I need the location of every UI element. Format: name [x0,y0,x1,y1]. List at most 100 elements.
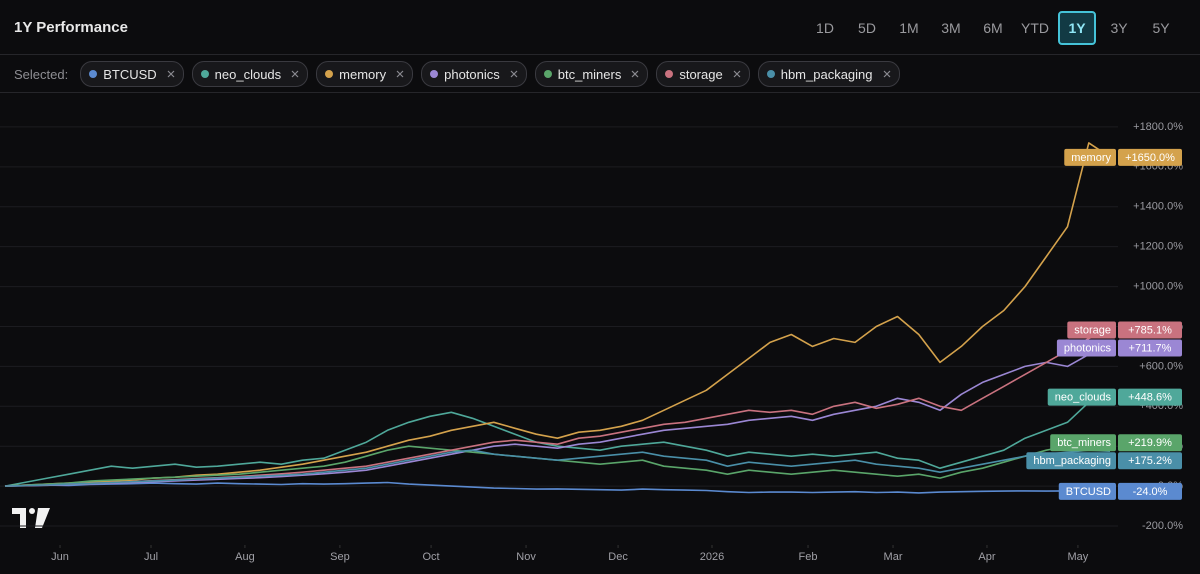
series-chip[interactable]: storage [656,61,750,87]
remove-icon[interactable] [167,70,175,78]
remove-icon[interactable] [631,70,639,78]
y-tick-label: +1000.0% [1133,280,1183,292]
range-button[interactable]: 3Y [1110,20,1128,36]
series-line [4,395,1111,487]
chip-dot [325,70,334,78]
x-tick-label: 2026 [700,551,724,563]
divider [0,54,1200,55]
chip-dot [665,70,674,78]
chip-name: storage [679,66,723,82]
value-box [1118,482,1182,500]
chip-dot [89,70,98,78]
end-label: +448.6% neo_clouds [1047,388,1182,406]
end-label: +175.2% hbm_packaging [1026,452,1182,470]
value-box [1118,388,1182,406]
value-box [1118,148,1182,166]
range-button[interactable]: 5Y [1152,20,1170,36]
value-label: +448.6% [1128,392,1172,404]
chip-name: memory [339,66,387,82]
end-label: +1650.0% memory [1064,148,1182,166]
divider [0,92,1200,93]
name-label: BTCUSD [1066,486,1111,498]
remove-icon[interactable] [291,70,299,78]
series-line [4,328,1111,487]
remove-icon[interactable] [883,70,891,78]
value-label: +785.1% [1128,324,1172,336]
chip-name: hbm_packaging [780,66,873,82]
range-button[interactable]: 6M [983,20,1003,36]
series-chip[interactable]: BTCUSD [80,61,184,87]
range-button[interactable]: 1M [899,20,919,36]
remove-icon[interactable] [510,70,518,78]
series-line [4,343,1111,487]
chip-name: BTCUSD [103,66,157,82]
series-chip[interactable]: neo_clouds [191,61,309,87]
y-tick-label: +1400.0% [1133,201,1183,213]
series-chip[interactable]: btc_miners [534,61,649,87]
y-tick-label: +600.0% [1139,360,1183,372]
remove-icon[interactable] [733,70,741,78]
name-box [1047,388,1116,406]
name-box [1067,321,1116,339]
range-button[interactable]: 1Y [1058,11,1096,45]
range-button[interactable]: 1D [816,20,834,36]
series-line [4,449,1111,487]
series-chip[interactable]: hbm_packaging [757,61,900,87]
value-label: +175.2% [1128,455,1172,467]
name-box [1050,434,1116,452]
x-tick-label: Mar [884,551,903,563]
name-label: neo_clouds [1055,392,1112,404]
end-label: +219.9% btc_miners [1050,434,1182,452]
selected-row: Selected: BTCUSD neo_clouds memory photonic… [14,61,900,87]
chip-name: btc_miners [557,66,622,82]
grid [0,126,1118,527]
chip-name: neo_clouds [214,66,282,82]
value-label: -24.0% [1133,486,1168,498]
chip-dot [543,70,552,78]
range-button[interactable]: 5D [858,20,876,36]
name-box [1056,339,1116,357]
x-tick-label: Jun [51,551,69,563]
series-chip[interactable]: photonics [421,61,527,87]
end-label: +785.1% storage [1067,321,1182,339]
name-label: storage [1074,324,1111,336]
chip-dot [430,70,439,78]
name-box [1058,482,1116,500]
series-line [4,481,1110,494]
x-tick-label: Sep [330,551,350,563]
chip-dot [200,70,209,78]
x-tick-label: Jul [144,551,158,563]
panel-title: 1Y Performance [14,19,128,36]
value-label: +1650.0% [1125,152,1175,164]
name-label: hbm_packaging [1033,455,1111,467]
range-button[interactable]: YTD [1021,20,1049,36]
series-line [4,142,1111,487]
name-box [1026,452,1116,470]
range-button[interactable]: 3M [941,20,961,36]
value-box [1118,339,1182,357]
selected-label: Selected: [14,66,69,82]
series-chip[interactable]: memory [316,61,414,87]
x-tick-label: May [1068,551,1089,563]
name-label: memory [1071,152,1111,164]
remove-icon[interactable] [396,70,404,78]
end-label: -24.0% BTCUSD [1058,482,1182,500]
name-label: photonics [1064,342,1112,354]
value-label: +711.7% [1129,342,1172,354]
x-tick-label: Aug [235,551,255,563]
value-box [1118,434,1182,452]
value-box [1118,321,1182,339]
name-box [1064,148,1116,166]
end-label: +711.7% photonics [1056,339,1182,357]
chip-dot [766,70,775,78]
y-tick-label: -200.0% [1142,520,1183,532]
y-tick-label: +1800.0% [1133,121,1183,133]
chip-name: photonics [444,66,500,82]
x-tick-label: Dec [608,551,628,563]
logo [12,508,50,528]
value-label: +219.9% [1128,437,1172,449]
y-tick-label: +1200.0% [1133,241,1183,253]
name-label: btc_miners [1057,437,1111,449]
